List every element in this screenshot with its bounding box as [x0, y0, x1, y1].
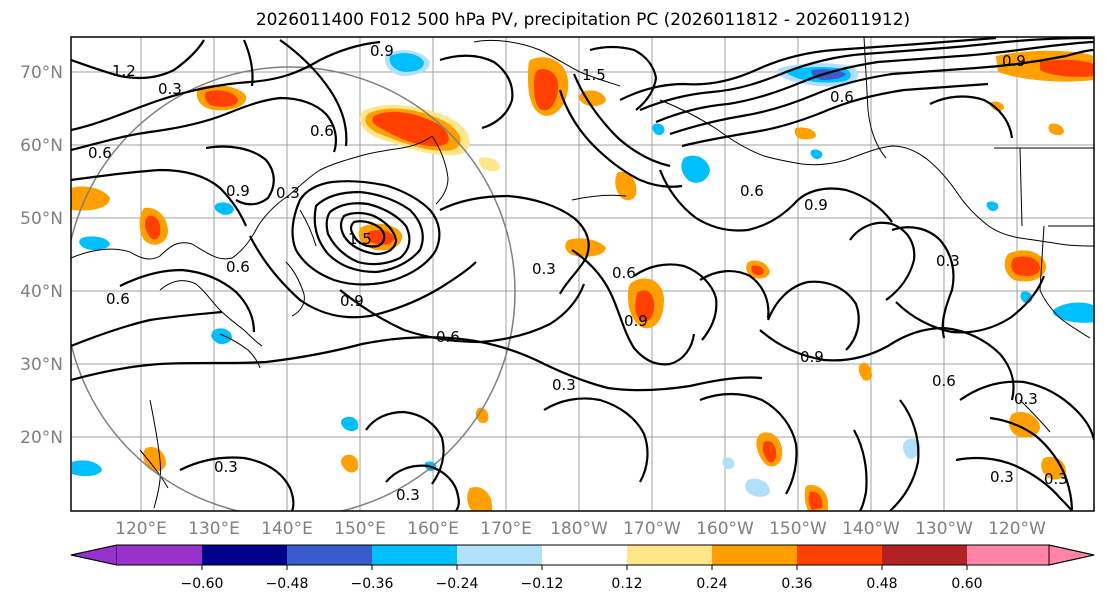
colorbar-tick-label-neg-024: −0.24 — [436, 576, 479, 592]
contour-labels: 0.9 1.2 0.3 0.6 0.9 0.3 0.6 0.6 0.9 1.5 … — [88, 42, 1068, 504]
colorbar-bin-neg-060 — [202, 545, 287, 565]
lon-label-150w: 150°W — [769, 519, 827, 539]
contour-label-0-6-a: 0.6 — [88, 144, 112, 162]
colorbar-bin-pos-012 — [627, 545, 712, 565]
latitude-labels: 70°N 60°N 50°N 40°N 30°N 20°N — [20, 63, 63, 448]
contour-label-0-3-j: 0.3 — [396, 486, 420, 504]
colorbar-extend-high — [1048, 544, 1095, 566]
lon-label-120e: 120°E — [115, 519, 167, 539]
lon-label-170w: 170°W — [623, 519, 681, 539]
map-panel: 0.9 1.2 0.3 0.6 0.9 0.3 0.6 0.6 0.9 1.5 … — [70, 36, 1095, 512]
contour-label-0-6-h: 0.6 — [830, 88, 854, 106]
lon-label-140w: 140°W — [842, 519, 900, 539]
contour-label-0-9-c: 0.9 — [340, 292, 364, 310]
colorbar-tick-label-neg-060: −0.60 — [181, 576, 224, 592]
contour-label-0-3-e: 0.3 — [936, 252, 960, 270]
precip-area-west-edge — [71, 186, 110, 211]
colorbar-tick-label-neg-012: −0.12 — [521, 576, 564, 592]
colorbar-tick-label-pos-024: 0.24 — [696, 576, 727, 592]
lon-label-130w: 130°W — [915, 519, 973, 539]
contour-label-0-6-b: 0.6 — [310, 122, 334, 140]
coastlines — [71, 37, 1094, 509]
contour-label-0-6-g: 0.6 — [740, 182, 764, 200]
lon-label-180w: 180°W — [550, 519, 608, 539]
contour-label-0-9-d: 0.9 — [624, 312, 648, 330]
contour-label-0-3-g: 0.3 — [990, 468, 1014, 486]
colorbar-tick-label-pos-048: 0.48 — [866, 576, 897, 592]
lat-label-40n: 40°N — [20, 282, 63, 302]
colorbar-tick-label-pos-012: 0.12 — [611, 576, 642, 592]
colorbar-bin-neutral — [542, 545, 627, 565]
contour-label-0-9-g: 0.9 — [800, 348, 824, 366]
colorbar-bin-pos-024 — [712, 545, 797, 565]
colorbar-tick-label-neg-048: −0.48 — [266, 576, 309, 592]
precipitation-shading — [71, 50, 1094, 511]
contour-label-0-6-f: 0.6 — [612, 264, 636, 282]
colorbar-bin-neg-036 — [372, 545, 457, 565]
contour-label-0-9-b: 0.9 — [226, 182, 250, 200]
contour-label-0-9-f: 0.9 — [1002, 52, 1026, 70]
colorbar-bin-pos-extend — [967, 545, 1049, 565]
colorbar-bin-pos-036 — [797, 545, 882, 565]
contour-label-0-9-e: 0.9 — [804, 196, 828, 214]
map-background — [71, 37, 1094, 511]
colorbar: −0.60 −0.48 −0.36 −0.24 −0.12 0.12 0.24 … — [70, 544, 1095, 592]
lon-label-140e: 140°E — [261, 519, 313, 539]
contour-label-1-5-b: 1.5 — [582, 66, 606, 84]
colorbar-tick-label-pos-036: 0.36 — [781, 576, 812, 592]
contour-label-0-6-i: 0.6 — [932, 372, 956, 390]
longitude-labels: 120°E 130°E 140°E 150°E 160°E 170°E 180°… — [115, 519, 1046, 539]
lon-label-160e: 160°E — [407, 519, 459, 539]
contour-label-0-3-d: 0.3 — [552, 376, 576, 394]
lon-label-150e: 150°E — [334, 519, 386, 539]
map-title: 2026011400 F012 500 hPa PV, precipitatio… — [256, 10, 910, 30]
contour-label-0-6-c: 0.6 — [226, 258, 250, 276]
colorbar-bin-neg-024 — [457, 545, 542, 565]
lat-label-20n: 20°N — [20, 428, 63, 448]
range-ring — [71, 66, 516, 511]
contour-label-0-6-d: 0.6 — [106, 290, 130, 308]
contour-label-0-6-e: 0.6 — [436, 328, 460, 346]
contour-label-0-9-a: 0.9 — [370, 42, 394, 60]
lat-label-60n: 60°N — [20, 136, 63, 156]
pv-contours — [71, 37, 1094, 511]
lon-label-130e: 130°E — [188, 519, 240, 539]
lon-label-160w: 160°W — [696, 519, 754, 539]
lat-label-70n: 70°N — [20, 63, 63, 83]
colorbar-ticks — [201, 565, 968, 570]
lon-label-120w: 120°W — [988, 519, 1046, 539]
contour-label-0-3-h: 0.3 — [1044, 470, 1068, 488]
colorbar-bin-neg-extend — [117, 545, 202, 565]
colorbar-extend-low — [70, 544, 118, 566]
contour-label-0-3-f: 0.3 — [1014, 390, 1038, 408]
contour-label-1-2-a: 1.2 — [112, 62, 136, 80]
colorbar-bin-neg-048 — [287, 545, 372, 565]
lat-label-30n: 30°N — [20, 355, 63, 375]
lon-label-170e: 170°E — [480, 519, 532, 539]
contour-label-1-5-a: 1.5 — [348, 230, 372, 248]
colorbar-outline — [70, 544, 1095, 566]
contour-label-0-3-i: 0.3 — [214, 458, 238, 476]
contour-label-0-3-a: 0.3 — [158, 80, 182, 98]
colorbar-tick-label-neg-036: −0.36 — [351, 576, 394, 592]
map-frame — [70, 36, 1095, 512]
contour-label-0-3-b: 0.3 — [276, 184, 300, 202]
colorbar-bin-pos-048 — [882, 545, 967, 565]
lat-label-50n: 50°N — [20, 209, 63, 229]
colorbar-tick-label-pos-060: 0.60 — [951, 576, 982, 592]
contour-label-0-3-c: 0.3 — [532, 260, 556, 278]
